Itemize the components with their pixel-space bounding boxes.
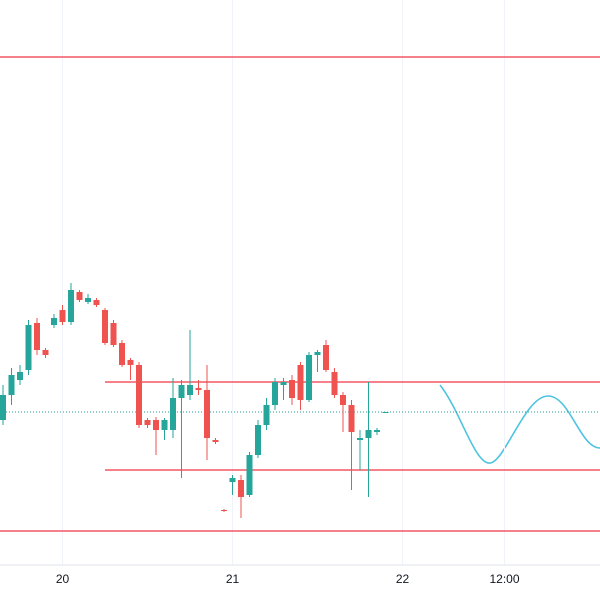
- candle-body: [59, 310, 66, 322]
- candle-body: [187, 385, 193, 395]
- candle-body: [323, 345, 329, 370]
- projection-curve: [439, 384, 600, 464]
- candle-body: [221, 510, 227, 511]
- candle-body: [170, 398, 176, 430]
- candle-body: [51, 318, 57, 325]
- candle-body: [0, 395, 6, 420]
- candle-body: [68, 290, 74, 322]
- candle-body: [280, 382, 287, 385]
- candle-body: [76, 292, 83, 300]
- candle-body: [306, 355, 312, 400]
- candle-body: [382, 412, 389, 413]
- candle-body: [17, 372, 23, 380]
- candle-body: [255, 425, 261, 455]
- candle-body: [153, 420, 159, 430]
- candle-body: [374, 430, 380, 432]
- candle-body: [357, 438, 363, 440]
- candle-body: [8, 375, 15, 395]
- candle-body: [272, 382, 278, 405]
- candle-body: [102, 310, 108, 343]
- candle-body: [136, 365, 142, 425]
- candle-body: [119, 343, 125, 365]
- candle-body: [238, 480, 244, 497]
- candle-body: [93, 300, 100, 305]
- candle-body: [348, 405, 355, 432]
- candle-body: [204, 390, 210, 438]
- candle-body: [25, 325, 32, 370]
- plot-background: [0, 0, 600, 565]
- candle-body: [110, 323, 117, 345]
- candle-body: [144, 420, 151, 425]
- candle-body: [85, 298, 91, 302]
- candle-body: [212, 440, 219, 442]
- candle-body: [340, 395, 346, 405]
- candle-body: [34, 323, 40, 350]
- candle-body: [195, 388, 202, 390]
- candle-body: [263, 405, 270, 425]
- candle-body: [229, 478, 236, 482]
- candle-body: [42, 350, 49, 355]
- x-tick-label: 21: [226, 572, 240, 586]
- x-tick-label: 12:00: [489, 572, 519, 586]
- x-tick-label: 20: [56, 572, 70, 586]
- candle-body: [246, 455, 253, 495]
- x-tick-label: 22: [396, 572, 410, 586]
- candle-body: [161, 420, 168, 430]
- candle-body: [289, 380, 295, 398]
- candle-body: [331, 372, 338, 395]
- candle-body: [297, 365, 304, 400]
- candle-body: [178, 385, 185, 398]
- candle-body: [314, 352, 321, 355]
- candle-body: [365, 430, 372, 438]
- candle-body: [127, 360, 134, 365]
